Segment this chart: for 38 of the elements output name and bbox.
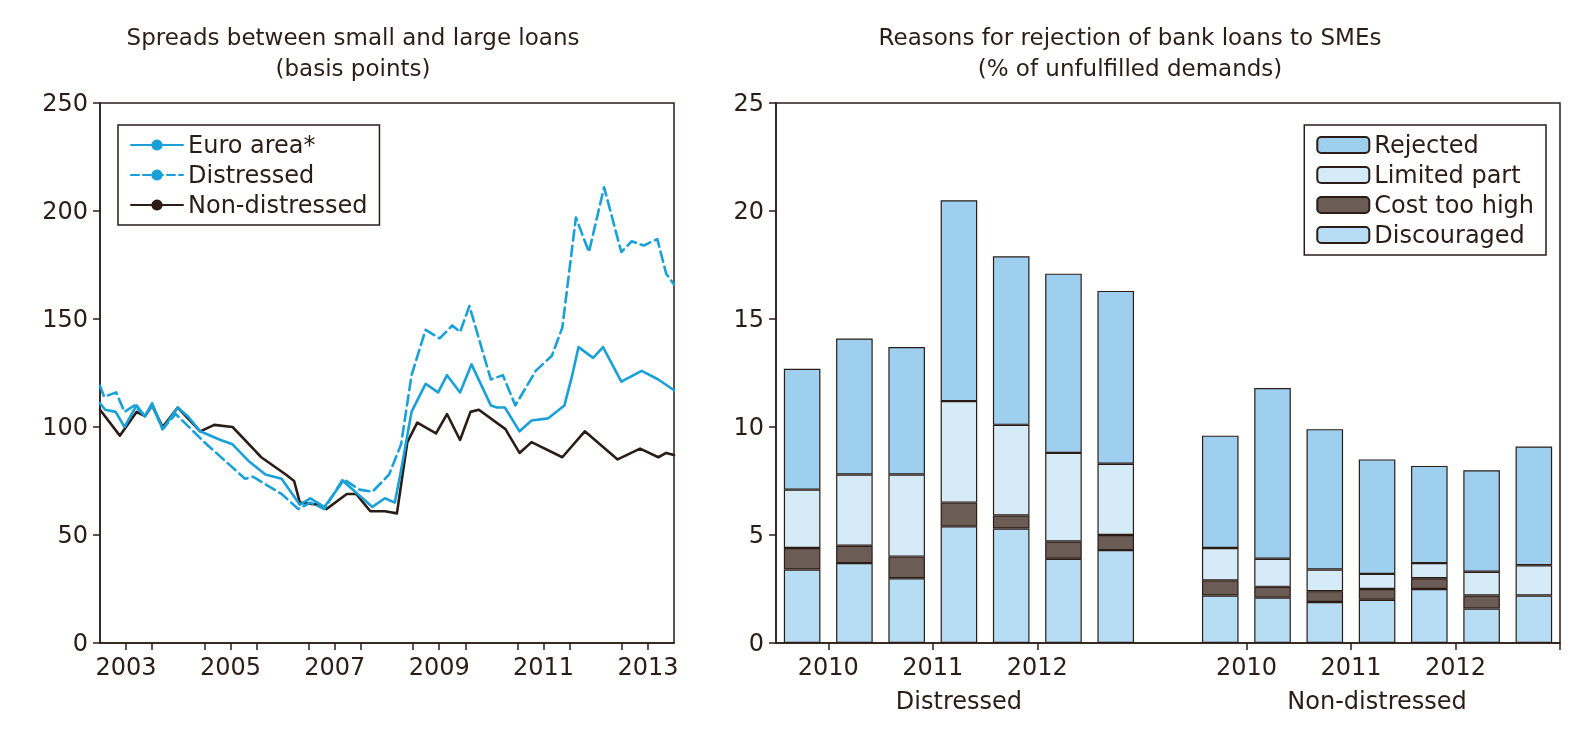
chart-title: Reasons for rejection of bank loans to SMEs bbox=[878, 23, 1382, 50]
chart-subtitle: (% of unfulfilled demands) bbox=[977, 54, 1283, 81]
y-tick-label: 50 bbox=[57, 521, 88, 549]
line-series bbox=[98, 185, 676, 511]
legend-label: Distressed bbox=[188, 161, 315, 189]
y-tick-label: 0 bbox=[748, 629, 764, 657]
x-tick-label: 2005 bbox=[199, 653, 261, 681]
text: Non-distressed bbox=[1287, 687, 1467, 715]
y-tick-label: 20 bbox=[733, 197, 764, 225]
y-tick-label: 250 bbox=[42, 89, 88, 117]
x-tick-label: 2010 bbox=[1215, 653, 1277, 681]
chart-subtitle: (basis points) bbox=[275, 54, 431, 81]
legend-label: Cost too high bbox=[1374, 191, 1534, 219]
x-tick-label: 2007 bbox=[304, 653, 366, 681]
chart-title: Spreads between small and large loans bbox=[126, 23, 580, 50]
legend-label: Non-distressed bbox=[188, 191, 368, 219]
x-tick-label: 2011 bbox=[1320, 653, 1382, 681]
y-tick-label: 0 bbox=[72, 629, 88, 657]
y-tick-label: 100 bbox=[42, 413, 88, 441]
x-tick-label: 2009 bbox=[408, 653, 470, 681]
y-tick-label: 10 bbox=[733, 413, 764, 441]
x-tick-label: 2011 bbox=[902, 653, 964, 681]
y-tick-label: 5 bbox=[748, 521, 764, 549]
y-tick-label: 15 bbox=[733, 305, 764, 333]
legend-label: Euro area* bbox=[188, 131, 316, 159]
x-tick-label: 2003 bbox=[95, 653, 157, 681]
legend-label: Limited part bbox=[1374, 161, 1521, 189]
x-tick-label: 2010 bbox=[797, 653, 859, 681]
x-tick-label: 2011 bbox=[513, 653, 575, 681]
x-tick-label: 2012 bbox=[1424, 653, 1487, 681]
y-tick-label: 25 bbox=[733, 89, 764, 117]
x-tick-label: 2013 bbox=[617, 653, 679, 681]
y-tick-label: 150 bbox=[42, 305, 88, 333]
text: Distressed bbox=[895, 687, 1023, 715]
y-tick-label: 200 bbox=[42, 197, 88, 225]
legend-label: Rejected bbox=[1374, 131, 1479, 159]
legend-label: Discouraged bbox=[1374, 221, 1525, 249]
x-tick-label: 2012 bbox=[1006, 653, 1068, 681]
